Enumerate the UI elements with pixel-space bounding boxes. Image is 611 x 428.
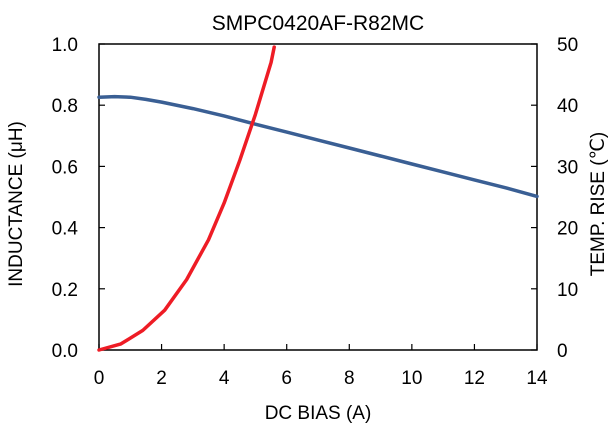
x-tick-label: 4 bbox=[219, 368, 230, 389]
y-tick-label: 0.0 bbox=[52, 341, 78, 362]
x-tick-label: 10 bbox=[401, 368, 422, 389]
y-tick-label: 0.4 bbox=[52, 219, 79, 240]
x-axis-ticks: 0 2 4 6 8 10 12 14 bbox=[94, 344, 548, 389]
inductance-line bbox=[97, 94, 539, 199]
x-tick-label: 2 bbox=[156, 368, 167, 389]
plot-frame bbox=[98, 43, 538, 351]
chart-title: SMPC0420AF-R82MC bbox=[212, 12, 424, 35]
y-axis-ticks: 0.0 0.2 0.4 0.6 0.8 1.0 bbox=[52, 35, 105, 362]
y2-tick-label: 10 bbox=[557, 280, 578, 301]
y2-tick-label: 40 bbox=[557, 96, 578, 117]
y-axis-label: INDUCTANCE (μH) bbox=[6, 121, 27, 287]
x-tick-label: 6 bbox=[281, 368, 292, 389]
temperature-rise-line bbox=[97, 45, 276, 352]
y2-axis-ticks: 0 10 20 30 40 50 bbox=[531, 35, 578, 362]
x-tick-label: 14 bbox=[526, 368, 548, 389]
y2-tick-label: 20 bbox=[557, 219, 578, 240]
x-axis-label: DC BIAS (A) bbox=[265, 403, 372, 424]
y-tick-label: 1.0 bbox=[52, 35, 78, 56]
x-tick-label: 8 bbox=[344, 368, 355, 389]
y2-tick-label: 50 bbox=[557, 35, 578, 56]
y2-tick-label: 30 bbox=[557, 157, 578, 178]
y2-axis-label: TEMP. RISE (℃) bbox=[588, 132, 609, 277]
series-group bbox=[97, 45, 539, 352]
x-tick-label: 0 bbox=[94, 368, 105, 389]
y-tick-label: 0.6 bbox=[52, 157, 78, 178]
y-tick-label: 0.2 bbox=[52, 280, 78, 301]
y2-tick-label: 0 bbox=[557, 341, 568, 362]
y-tick-label: 0.8 bbox=[52, 96, 78, 117]
x-tick-label: 12 bbox=[464, 368, 485, 389]
plot-border bbox=[98, 43, 538, 351]
